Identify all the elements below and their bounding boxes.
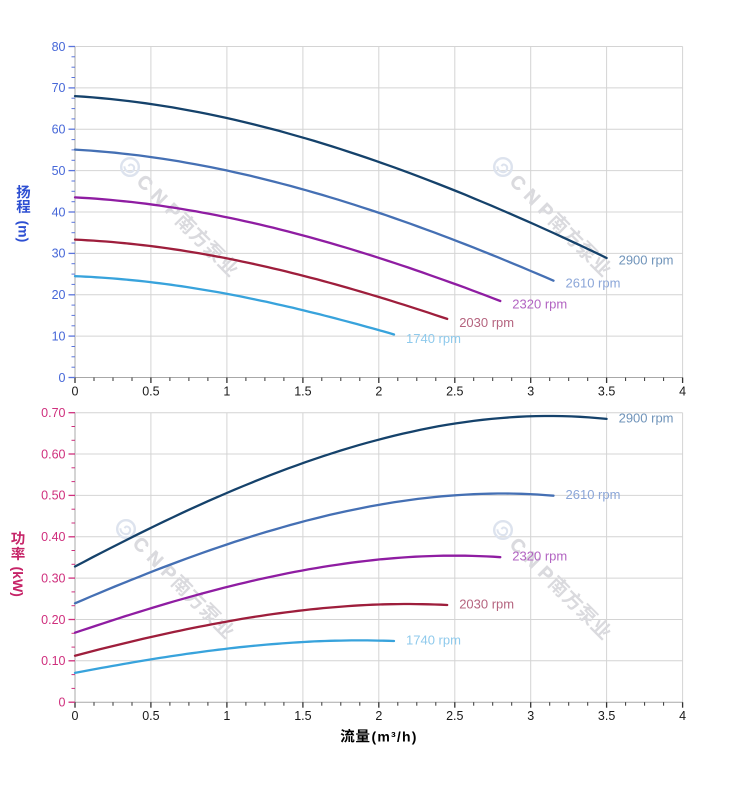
svg-text:2610 rpm: 2610 rpm	[566, 276, 621, 291]
svg-text:30: 30	[52, 247, 66, 261]
svg-text:3: 3	[527, 385, 534, 399]
svg-text:0.10: 0.10	[41, 654, 65, 668]
svg-text:0.20: 0.20	[41, 613, 65, 627]
svg-text:1740 rpm: 1740 rpm	[406, 632, 461, 647]
svg-text:80: 80	[52, 40, 66, 54]
svg-text:0: 0	[59, 371, 66, 385]
svg-text:0: 0	[59, 696, 66, 710]
svg-text:2900 rpm: 2900 rpm	[619, 410, 674, 425]
svg-text:3.5: 3.5	[598, 709, 615, 723]
svg-text:60: 60	[52, 123, 66, 137]
svg-text:2: 2	[375, 385, 382, 399]
svg-text:0.30: 0.30	[41, 571, 65, 585]
svg-text:4: 4	[679, 385, 686, 399]
svg-text:1.5: 1.5	[294, 709, 311, 723]
svg-text:40: 40	[52, 205, 66, 219]
svg-text:0.5: 0.5	[142, 385, 159, 399]
svg-text:(m): (m)	[16, 221, 32, 243]
svg-text:10: 10	[52, 329, 66, 343]
svg-text:0.5: 0.5	[142, 709, 159, 723]
svg-text:0.40: 0.40	[41, 530, 65, 544]
svg-text:1: 1	[223, 385, 230, 399]
svg-text:0: 0	[72, 709, 79, 723]
svg-text:3.5: 3.5	[598, 385, 615, 399]
svg-text:70: 70	[52, 81, 66, 95]
svg-text:2320 rpm: 2320 rpm	[512, 296, 567, 311]
svg-text:2030 rpm: 2030 rpm	[459, 315, 514, 330]
svg-text:50: 50	[52, 164, 66, 178]
svg-text:1740 rpm: 1740 rpm	[406, 331, 461, 346]
svg-text:2.5: 2.5	[446, 709, 463, 723]
svg-text:3: 3	[527, 709, 534, 723]
svg-text:2610 rpm: 2610 rpm	[566, 487, 621, 502]
svg-text:1.5: 1.5	[294, 385, 311, 399]
svg-text:2900 rpm: 2900 rpm	[619, 252, 674, 267]
svg-text:2: 2	[375, 709, 382, 723]
svg-text:2.5: 2.5	[446, 385, 463, 399]
svg-text:20: 20	[52, 288, 66, 302]
svg-text:1: 1	[223, 709, 230, 723]
svg-text:2320 rpm: 2320 rpm	[512, 549, 567, 564]
svg-text:(kW): (kW)	[10, 567, 26, 597]
svg-text:0.70: 0.70	[41, 406, 65, 420]
svg-text:0: 0	[72, 385, 79, 399]
svg-text:0.60: 0.60	[41, 447, 65, 461]
svg-text:2030 rpm: 2030 rpm	[459, 596, 514, 611]
svg-text:0.50: 0.50	[41, 489, 65, 503]
svg-text:(m³/h): (m³/h)	[372, 728, 418, 744]
svg-text:4: 4	[679, 709, 686, 723]
